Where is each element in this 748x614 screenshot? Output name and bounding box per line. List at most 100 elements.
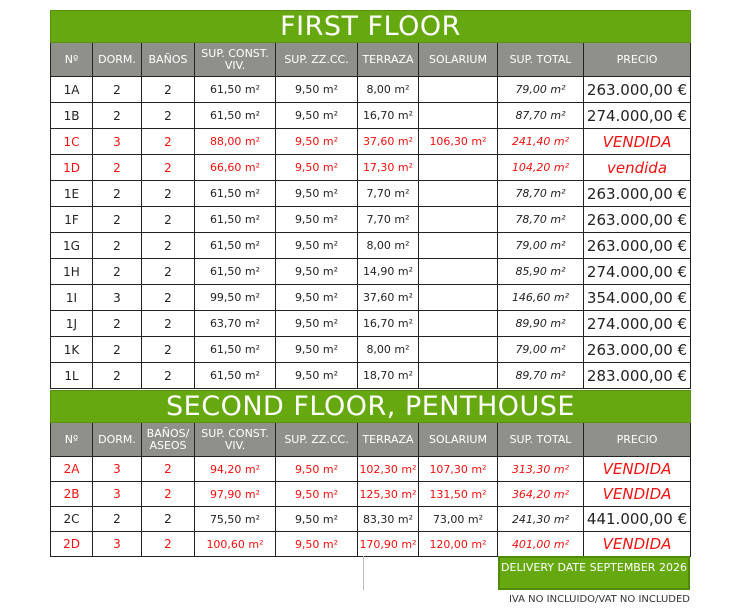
cell-dorm: 2 [92, 102, 142, 129]
first-floor-title: FIRST FLOOR [49, 10, 692, 43]
cell-precio: 274.000,00 € [582, 102, 692, 129]
column-header: SOLARIUM [418, 422, 498, 457]
cell-zzcc: 9,50 m² [275, 154, 358, 181]
table-row: 1J 2 2 63,70 m² 9,50 m² 16,70 m² 89,90 m² 274.0… [50, 310, 692, 337]
cell-terraza: 7,70 m² [357, 180, 419, 207]
cell-const: 61,50 m² [194, 258, 276, 285]
cell-banos: 2 [141, 506, 195, 532]
column-header: DORM. [92, 422, 142, 457]
table-row: 1D 2 2 66,60 m² 9,50 m² 17,30 m² 104,20 m² vend… [50, 154, 692, 181]
column-header: SUP. CONST. VIV. [194, 422, 276, 457]
cell-dorm: 2 [92, 206, 142, 233]
cell-terraza: 7,70 m² [357, 206, 419, 233]
cell-solarium [418, 154, 498, 181]
cell-solarium [418, 232, 498, 259]
table-row: 1K 2 2 61,50 m² 9,50 m² 8,00 m² 79,00 m² 263.00… [50, 336, 692, 363]
cell-banos: 2 [141, 310, 195, 337]
cell-precio: VENDIDA [582, 128, 692, 155]
cell-dorm: 2 [92, 258, 142, 285]
cell-solarium [418, 336, 498, 363]
cell-solarium: 131,50 m² [418, 481, 498, 507]
column-header: DORM. [92, 42, 142, 77]
cell-terraza: 8,00 m² [357, 76, 419, 103]
cell-solarium: 106,30 m² [418, 128, 498, 155]
cell-solarium [418, 206, 498, 233]
column-header: TERRAZA [357, 42, 419, 77]
table-row: 1F 2 2 61,50 m² 9,50 m² 7,70 m² 78,70 m² 263.00… [50, 206, 692, 233]
cell-total: 79,00 m² [497, 336, 584, 363]
cell-total: 401,00 m² [497, 531, 584, 557]
cell-total: 241,30 m² [497, 506, 584, 532]
cell-terraza: 170,90 m² [357, 531, 419, 557]
table-row: 1I 3 2 99,50 m² 9,50 m² 37,60 m² 146,60 m² 354.… [50, 284, 692, 311]
table-row: 2C 2 2 75,50 m² 9,50 m² 83,30 m² 73,00 m² 241,3… [50, 506, 692, 532]
column-header: SUP. ZZ.CC. [275, 422, 358, 457]
column-header: SOLARIUM [418, 42, 498, 77]
cell-precio: 263.000,00 € [582, 206, 692, 233]
cell-total: 78,70 m² [497, 206, 584, 233]
second-floor-table: SECOND FLOOR, PENTHOUSE Nº DORM. BAÑOS/ AS… [49, 390, 692, 557]
cell-terraza: 83,30 m² [357, 506, 419, 532]
cell-zzcc: 9,50 m² [275, 310, 358, 337]
cell-banos: 2 [141, 456, 195, 482]
cell-precio: 263.000,00 € [582, 180, 692, 207]
column-header: SUP. CONST. VIV. [194, 42, 276, 77]
cell-terraza: 37,60 m² [357, 284, 419, 311]
cell-dorm: 3 [92, 456, 142, 482]
cell-dorm: 2 [92, 362, 142, 389]
cell-zzcc: 9,50 m² [275, 102, 358, 129]
cell-const: 100,60 m² [194, 531, 276, 557]
cell-zzcc: 9,50 m² [275, 456, 358, 482]
cell-terraza: 8,00 m² [357, 336, 419, 363]
cell-total: 313,30 m² [497, 456, 584, 482]
cell-dorm: 3 [92, 284, 142, 311]
column-header: BAÑOS/ ASEOS [141, 422, 195, 457]
cell-precio: VENDIDA [582, 456, 692, 482]
cell-const: 61,50 m² [194, 102, 276, 129]
cell-solarium [418, 362, 498, 389]
cell-zzcc: 9,50 m² [275, 284, 358, 311]
cell-terraza: 17,30 m² [357, 154, 419, 181]
cell-precio: 274.000,00 € [582, 258, 692, 285]
cell-precio: 263.000,00 € [582, 336, 692, 363]
cell-id: 1C [50, 128, 93, 155]
cell-const: 75,50 m² [194, 506, 276, 532]
cell-dorm: 2 [92, 180, 142, 207]
cell-id: 2B [50, 481, 93, 507]
cell-terraza: 125,30 m² [357, 481, 419, 507]
cell-precio: VENDIDA [582, 531, 692, 557]
cell-const: 61,50 m² [194, 76, 276, 103]
cell-total: 104,20 m² [497, 154, 584, 181]
divider-line [363, 556, 364, 590]
cell-banos: 2 [141, 102, 195, 129]
cell-banos: 2 [141, 284, 195, 311]
cell-id: 1K [50, 336, 93, 363]
cell-id: 1J [50, 310, 93, 337]
cell-const: 94,20 m² [194, 456, 276, 482]
table-row: 1A 2 2 61,50 m² 9,50 m² 8,00 m² 79,00 m² 263.00… [50, 76, 692, 103]
cell-total: 364,20 m² [497, 481, 584, 507]
cell-solarium [418, 310, 498, 337]
cell-const: 63,70 m² [194, 310, 276, 337]
cell-total: 241,40 m² [497, 128, 584, 155]
cell-const: 61,50 m² [194, 206, 276, 233]
table-row: 2B 3 2 97,90 m² 9,50 m² 125,30 m² 131,50 m² 364… [50, 481, 692, 507]
cell-const: 61,50 m² [194, 336, 276, 363]
cell-banos: 2 [141, 531, 195, 557]
column-header: BAÑOS [141, 42, 195, 77]
cell-terraza: 18,70 m² [357, 362, 419, 389]
cell-zzcc: 9,50 m² [275, 506, 358, 532]
table-row: 1L 2 2 61,50 m² 9,50 m² 18,70 m² 89,70 m² 283.0… [50, 362, 692, 389]
cell-solarium: 120,00 m² [418, 531, 498, 557]
cell-dorm: 2 [92, 336, 142, 363]
cell-id: 1G [50, 232, 93, 259]
cell-solarium [418, 76, 498, 103]
cell-zzcc: 9,50 m² [275, 76, 358, 103]
cell-total: 87,70 m² [497, 102, 584, 129]
cell-total: 85,90 m² [497, 258, 584, 285]
cell-banos: 2 [141, 154, 195, 181]
table-row: 1C 3 2 88,00 m² 9,50 m² 37,60 m² 106,30 m² 241,… [50, 128, 692, 155]
cell-terraza: 16,70 m² [357, 102, 419, 129]
column-header: PRECIO [582, 422, 692, 457]
column-header: SUP. TOTAL [497, 422, 584, 457]
